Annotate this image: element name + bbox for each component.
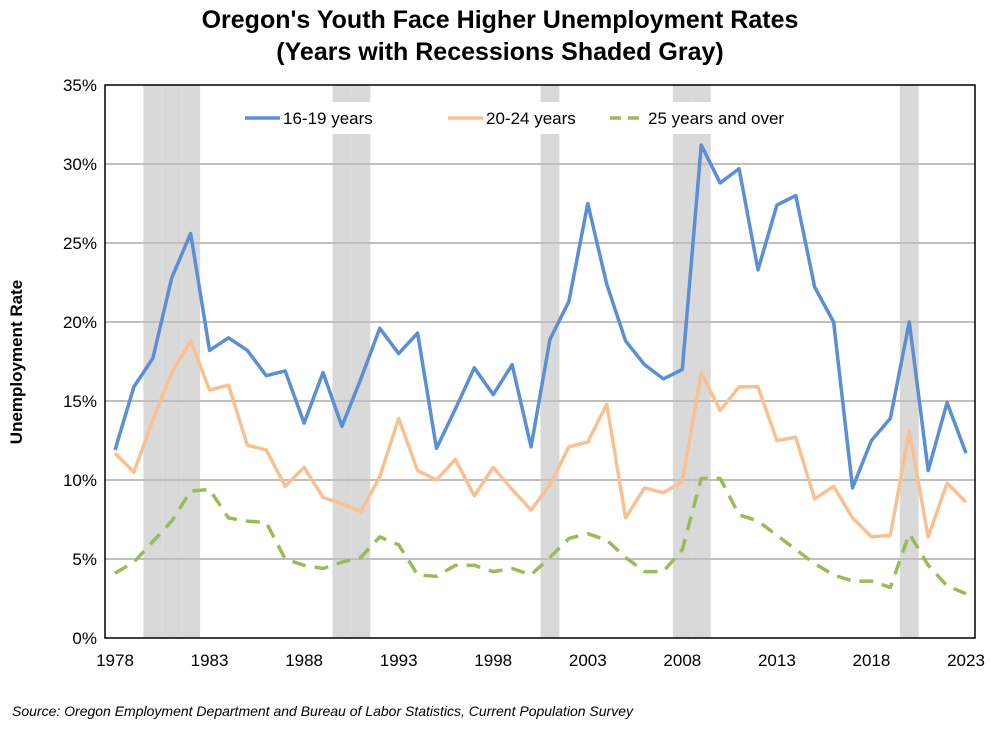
x-tick-label: 1993 — [380, 651, 418, 670]
y-axis-label: Unemployment Rate — [7, 280, 26, 444]
x-tick-label: 2023 — [947, 651, 985, 670]
x-tick-label: 2018 — [853, 651, 891, 670]
x-tick-label: 1978 — [96, 651, 134, 670]
legend-label: 20-24 years — [486, 109, 576, 128]
plot-area-border — [105, 85, 975, 638]
chart-title-line-1: Oregon's Youth Face Higher Unemployment … — [202, 6, 799, 34]
y-tick-label: 20% — [63, 313, 97, 332]
x-tick-label: 2003 — [569, 651, 607, 670]
legend-label: 16-19 years — [283, 109, 373, 128]
legend-label: 25 years and over — [648, 109, 784, 128]
y-tick-label: 15% — [63, 392, 97, 411]
y-tick-label: 30% — [63, 155, 97, 174]
y-tick-label: 5% — [72, 550, 97, 569]
y-tick-label: 25% — [63, 234, 97, 253]
x-tick-label: 1983 — [191, 651, 229, 670]
source-note: Source: Oregon Employment Department and… — [12, 703, 634, 719]
chart-title-line-2: (Years with Recessions Shaded Gray) — [276, 38, 723, 66]
recession-band — [692, 85, 711, 638]
y-tick-label: 35% — [63, 76, 97, 95]
y-tick-label: 10% — [63, 471, 97, 490]
recession-band — [332, 85, 351, 638]
x-tick-label: 2008 — [663, 651, 701, 670]
y-tick-label: 0% — [72, 629, 97, 648]
x-tick-label: 1988 — [285, 651, 323, 670]
x-tick-label: 1998 — [474, 651, 512, 670]
x-tick-label: 2013 — [758, 651, 796, 670]
